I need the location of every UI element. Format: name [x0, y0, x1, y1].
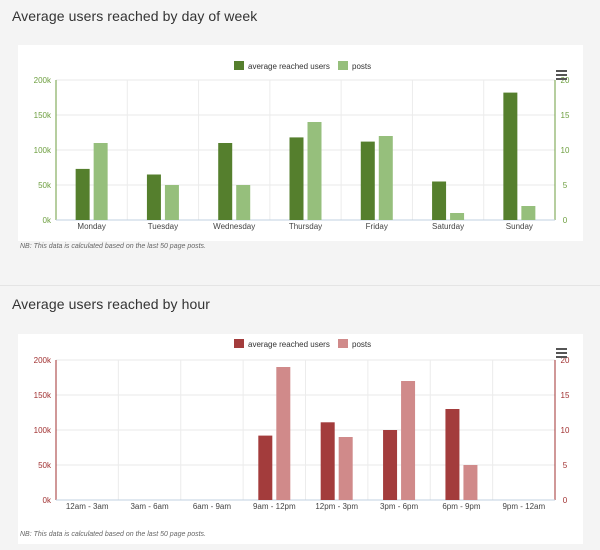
hamburger-menu-icon[interactable] — [556, 70, 567, 80]
x-tick-label: Sunday — [506, 222, 533, 231]
bar-posts — [378, 136, 393, 220]
bar-posts — [236, 185, 251, 220]
bar-average-reached-users — [320, 422, 335, 500]
section-title-day-of-week: Average users reached by day of week — [12, 8, 258, 24]
bar-posts — [463, 465, 478, 500]
legend-swatch-posts — [338, 61, 348, 70]
y-tick-label-left: 50k — [38, 461, 52, 470]
bar-posts — [164, 185, 179, 220]
y-tick-label-right: 0 — [563, 216, 568, 225]
bar-average-reached-users — [445, 409, 460, 500]
y-tick-label-right: 20 — [561, 356, 570, 365]
bar-average-reached-users — [75, 168, 90, 220]
x-tick-label: 6am - 9am — [193, 502, 232, 511]
y-tick-label-right: 15 — [561, 391, 570, 400]
bar-posts — [450, 213, 465, 220]
bar-average-reached-users — [218, 143, 233, 220]
bar-posts — [276, 367, 291, 500]
bar-average-reached-users — [146, 174, 161, 220]
x-tick-label: 3am - 6am — [130, 502, 169, 511]
section-title-by-hour: Average users reached by hour — [12, 296, 210, 312]
y-tick-label-left: 100k — [34, 426, 52, 435]
y-tick-label-left: 0k — [43, 216, 52, 225]
bar-average-reached-users — [432, 181, 447, 220]
x-tick-label: 3pm - 6pm — [380, 502, 419, 511]
legend-label-posts: posts — [352, 62, 371, 71]
y-tick-label-left: 150k — [34, 391, 52, 400]
x-tick-label: 12am - 3am — [66, 502, 109, 511]
bar-posts — [307, 122, 322, 220]
by-hour-chart: 0k 0 50k 5 100k 10 150k 15 200k 20 12am - 3am 3am -… — [34, 339, 570, 511]
x-tick-label: Friday — [366, 222, 388, 231]
chart-card-by-hour: 0k 0 50k 5 100k 10 150k 15 200k 20 12am - 3am 3am -… — [18, 334, 583, 544]
legend-swatch-users — [234, 61, 244, 70]
x-tick-label: 12pm - 3pm — [315, 502, 358, 511]
y-tick-label-right: 15 — [561, 111, 570, 120]
y-tick-label-right: 10 — [561, 426, 570, 435]
legend-label-users: average reached users — [248, 340, 330, 349]
y-tick-label-left: 150k — [34, 111, 52, 120]
x-tick-label: 9am - 12pm — [253, 502, 296, 511]
legend-label-posts: posts — [352, 340, 371, 349]
y-tick-label-right: 20 — [561, 76, 570, 85]
y-tick-label-right: 0 — [563, 496, 568, 505]
x-tick-label: Monday — [77, 222, 105, 231]
section-divider — [0, 285, 600, 286]
day-of-week-chart: 0k 0 50k 5 100k 10 150k 15 200k 20 Monday Tuesday We… — [34, 61, 570, 231]
bar-posts — [521, 206, 536, 220]
y-tick-label-left: 100k — [34, 146, 52, 155]
x-tick-label: Wednesday — [213, 222, 255, 231]
y-tick-label-left: 200k — [34, 76, 52, 85]
bar-average-reached-users — [383, 430, 398, 500]
bar-posts — [338, 437, 353, 500]
legend-swatch-users — [234, 339, 244, 348]
y-tick-label-left: 50k — [38, 181, 52, 190]
y-tick-label-right: 10 — [561, 146, 570, 155]
chart-note-day-of-week: NB: This data is calculated based on the… — [20, 243, 207, 250]
hamburger-menu-icon[interactable] — [556, 348, 567, 358]
x-tick-label: 9pm - 12am — [502, 502, 545, 511]
bar-posts — [93, 143, 108, 220]
by-hour-section: Average users reached by hour 0k 0 50k 5 100… — [0, 286, 600, 550]
day-of-week-section: Average users reached by day of week 0k 0… — [12, 8, 583, 250]
chart-note-by-hour: NB: This data is calculated based on the… — [20, 531, 207, 538]
y-tick-label-right: 5 — [563, 181, 568, 190]
bar-average-reached-users — [258, 435, 273, 500]
bar-posts — [401, 381, 416, 500]
y-tick-label-right: 5 — [563, 461, 568, 470]
y-tick-label-left: 0k — [43, 496, 52, 505]
bar-average-reached-users — [289, 137, 304, 220]
legend-swatch-posts — [338, 339, 348, 348]
x-tick-label: 6pm - 9pm — [442, 502, 481, 511]
legend-label-users: average reached users — [248, 62, 330, 71]
x-tick-label: Thursday — [289, 222, 322, 231]
bar-average-reached-users — [503, 92, 518, 220]
x-tick-label: Saturday — [432, 222, 464, 231]
y-tick-label-left: 200k — [34, 356, 52, 365]
x-tick-label: Tuesday — [148, 222, 178, 231]
bar-average-reached-users — [360, 141, 375, 220]
chart-card-day-of-week: 0k 0 50k 5 100k 10 150k 15 200k 20 Monday Tuesday We… — [18, 45, 583, 241]
